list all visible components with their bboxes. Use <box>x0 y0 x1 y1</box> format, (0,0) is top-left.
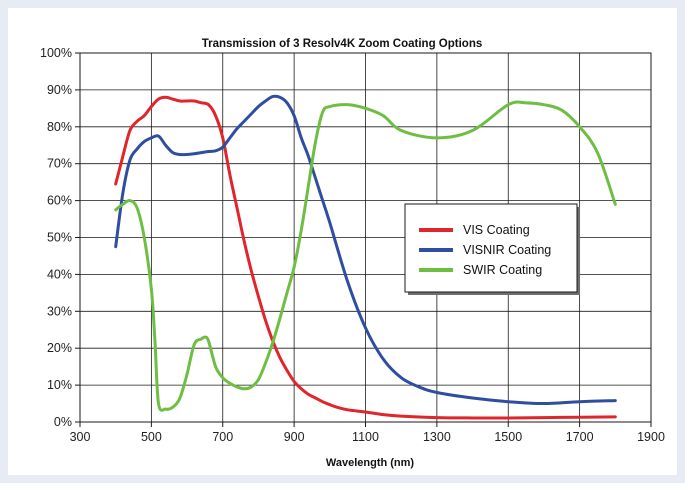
axis-ticks: 300 500 700 900 1100 1300 1500 1700 1900 0% 10% 20%… <box>40 46 665 444</box>
y-tick-label: 30% <box>47 304 72 318</box>
x-tick-label: 1100 <box>352 430 379 444</box>
legend-label: VISNIR Coating <box>463 243 551 257</box>
x-tick-label: 900 <box>284 430 305 444</box>
x-tick-label: 700 <box>212 430 233 444</box>
y-tick-label: 60% <box>47 194 72 208</box>
y-tick-label: 90% <box>47 83 72 97</box>
y-tick-label: 10% <box>47 378 72 392</box>
y-tick-label: 20% <box>47 341 72 355</box>
x-axis-label: Wavelength (nm) <box>326 457 415 469</box>
y-tick-label: 40% <box>47 267 72 281</box>
y-tick-label: 100% <box>40 46 72 60</box>
x-tick-label: 1500 <box>494 430 522 444</box>
transmission-chart: Transmission of 3 Resolv4K Zoom Coating … <box>40 38 665 469</box>
x-tick-label: 1900 <box>637 430 665 444</box>
y-tick-label: 50% <box>47 231 72 245</box>
x-tick-label: 300 <box>70 430 91 444</box>
legend-label: VIS Coating <box>463 223 530 237</box>
legend: VIS Coating VISNIR Coating SWIR Coating <box>404 203 580 295</box>
chart-frame: Transmission of 3 Resolv4K Zoom Coating … <box>8 8 677 475</box>
y-tick-label: 70% <box>47 157 72 171</box>
chart-title: Transmission of 3 Resolv4K Zoom Coating … <box>202 38 483 50</box>
y-tick-label: 0% <box>54 415 72 429</box>
series-line-vis-coating <box>114 95 617 420</box>
series-line-swir-coating <box>114 100 617 412</box>
legend-label: SWIR Coating <box>463 263 542 277</box>
x-tick-label: 1700 <box>566 430 594 444</box>
x-tick-label: 1300 <box>423 430 451 444</box>
x-tick-label: 500 <box>141 430 162 444</box>
series-line-visnir-coating <box>114 94 617 406</box>
y-tick-label: 80% <box>47 120 72 134</box>
series-layer <box>114 94 617 420</box>
